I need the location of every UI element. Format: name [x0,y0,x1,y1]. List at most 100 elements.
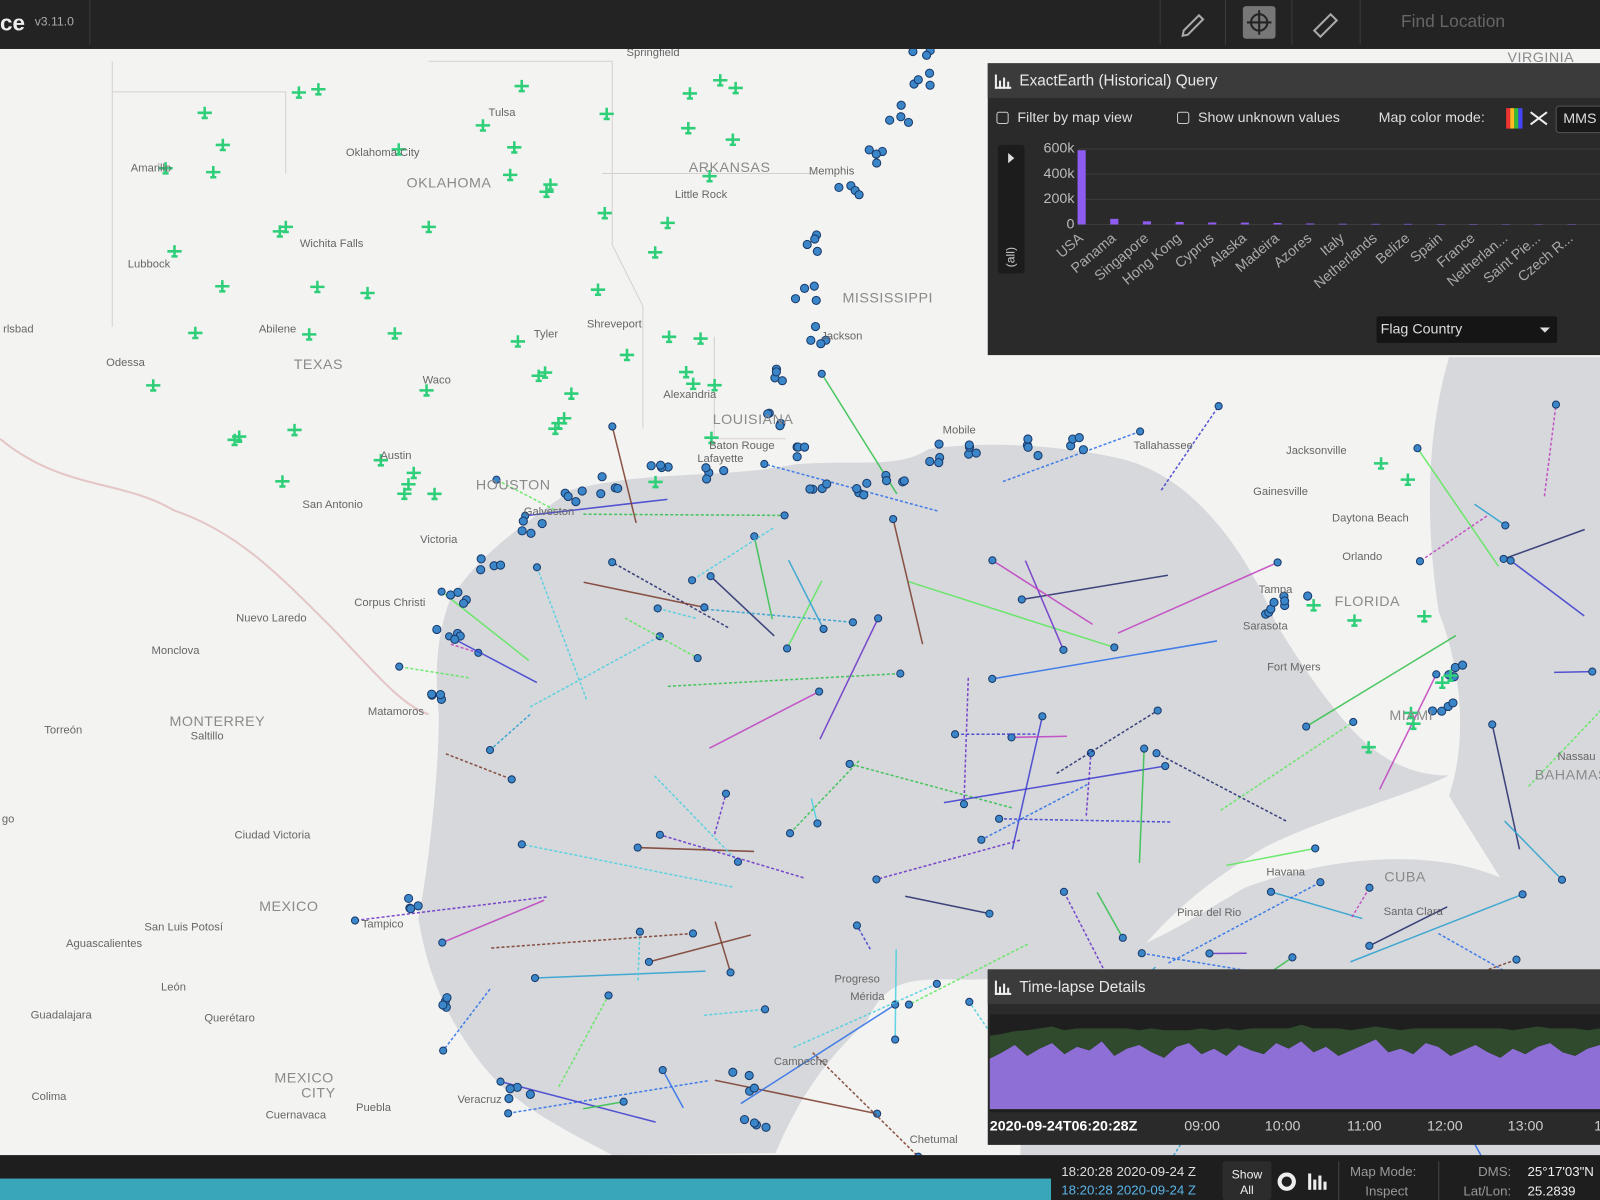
vessel [1023,434,1033,444]
vessel-track [849,763,1013,809]
map-label: Nuevo Laredo [236,612,306,624]
vessel [571,497,581,507]
vessel-track [1220,721,1354,811]
vessel-track [892,518,924,645]
chart-button[interactable] [1308,1173,1327,1190]
vessel-track [654,775,739,863]
vessel-track [709,690,820,749]
aircraft [146,379,161,392]
vessel-track [624,617,698,659]
vessel [813,819,822,828]
vessel [532,563,542,572]
vessel-track [714,1079,878,1115]
area [989,1024,1600,1059]
vessel-track [706,608,854,624]
bar [1077,150,1086,225]
vessel-track [753,536,774,620]
map-label: Matamoros [368,706,425,718]
vessel [1413,444,1422,453]
map-label: San Antonio [302,499,363,511]
panel-title: Time-lapse Details [1019,979,1145,996]
vessel-track [691,527,774,581]
x-tick-label: 09:00 [1184,1118,1220,1134]
vessel [517,526,527,536]
aircraft [682,87,698,100]
map-label: Baton Rouge [709,440,775,452]
vessel-track [1160,405,1220,491]
group-by: Flag Country [1381,321,1464,337]
map-label: MONTERREY [169,714,265,730]
vessel [485,745,495,755]
vessel [655,830,665,839]
vessel-track [611,426,637,524]
aircraft [1400,473,1415,487]
color-field-select[interactable] [1555,105,1600,134]
vessel [608,558,617,567]
vessel-track [764,463,938,512]
dropdown-arrow [1539,327,1550,333]
aircraft [1361,741,1376,754]
search-box[interactable] [1373,6,1600,39]
vessel [802,239,812,250]
map-label: Oklahoma City [346,147,420,159]
query-panel: ExactEarth (Historical) Query Filter by … [987,63,1600,356]
map-label: Gainesville [1253,486,1308,498]
map-label: Santa Clara [1384,906,1444,918]
vessel [450,634,460,645]
side-tab[interactable] [997,144,1025,274]
aircraft [514,79,529,93]
map-label: OKLAHOMA [407,175,492,191]
draw-button[interactable] [1181,13,1205,38]
vessel [658,1065,667,1075]
aircraft [693,332,708,345]
map-label: LOUISIANA [713,412,794,428]
aircraft [275,475,290,488]
vessel-track [1510,559,1585,617]
expand-icon[interactable] [1008,153,1015,164]
vessel-track [1011,716,1044,850]
vessel-track [445,753,512,781]
aircraft [681,122,696,135]
vessel [1280,596,1290,606]
shuffle-icon[interactable] [1530,111,1548,126]
vessel [873,1109,882,1118]
vessel [977,835,986,844]
vessel [1457,660,1468,670]
aircraft [406,466,421,480]
vessel [505,1084,515,1094]
vessel [896,669,905,678]
vessel [950,730,960,739]
unknown-checkbox[interactable] [1177,111,1190,124]
bar [1240,222,1249,225]
aircraft [419,384,434,397]
aircraft [215,138,230,152]
color-mode-button[interactable] [1506,108,1523,129]
vessel [653,604,662,613]
vessel [1153,706,1162,715]
vessel-track [489,713,531,751]
vessel-track [1350,893,1523,963]
color-field: MMS [1563,111,1596,127]
timeline-progress[interactable] [0,1178,1052,1200]
aircraft [597,206,612,220]
measure-button[interactable] [1312,12,1339,39]
filter-checkbox[interactable] [996,111,1009,124]
vessel-track [637,931,641,981]
vessel-track [876,839,1021,881]
vessel-track [943,765,1166,804]
vessel-track [1474,503,1506,527]
show-all-button[interactable] [1222,1161,1272,1200]
borders [0,60,817,716]
vessel-track [525,498,668,517]
dms-label: DMS: [1478,1164,1511,1179]
map-label: Waco [423,375,451,387]
vessel [496,1077,505,1086]
vessel [815,687,824,696]
map-label: CUBA [1384,869,1426,885]
settings-button[interactable] [1277,1172,1296,1191]
vessel [871,149,881,159]
vessel [994,814,1004,823]
group-by-select[interactable] [1376,316,1558,343]
vessel [1437,706,1447,716]
